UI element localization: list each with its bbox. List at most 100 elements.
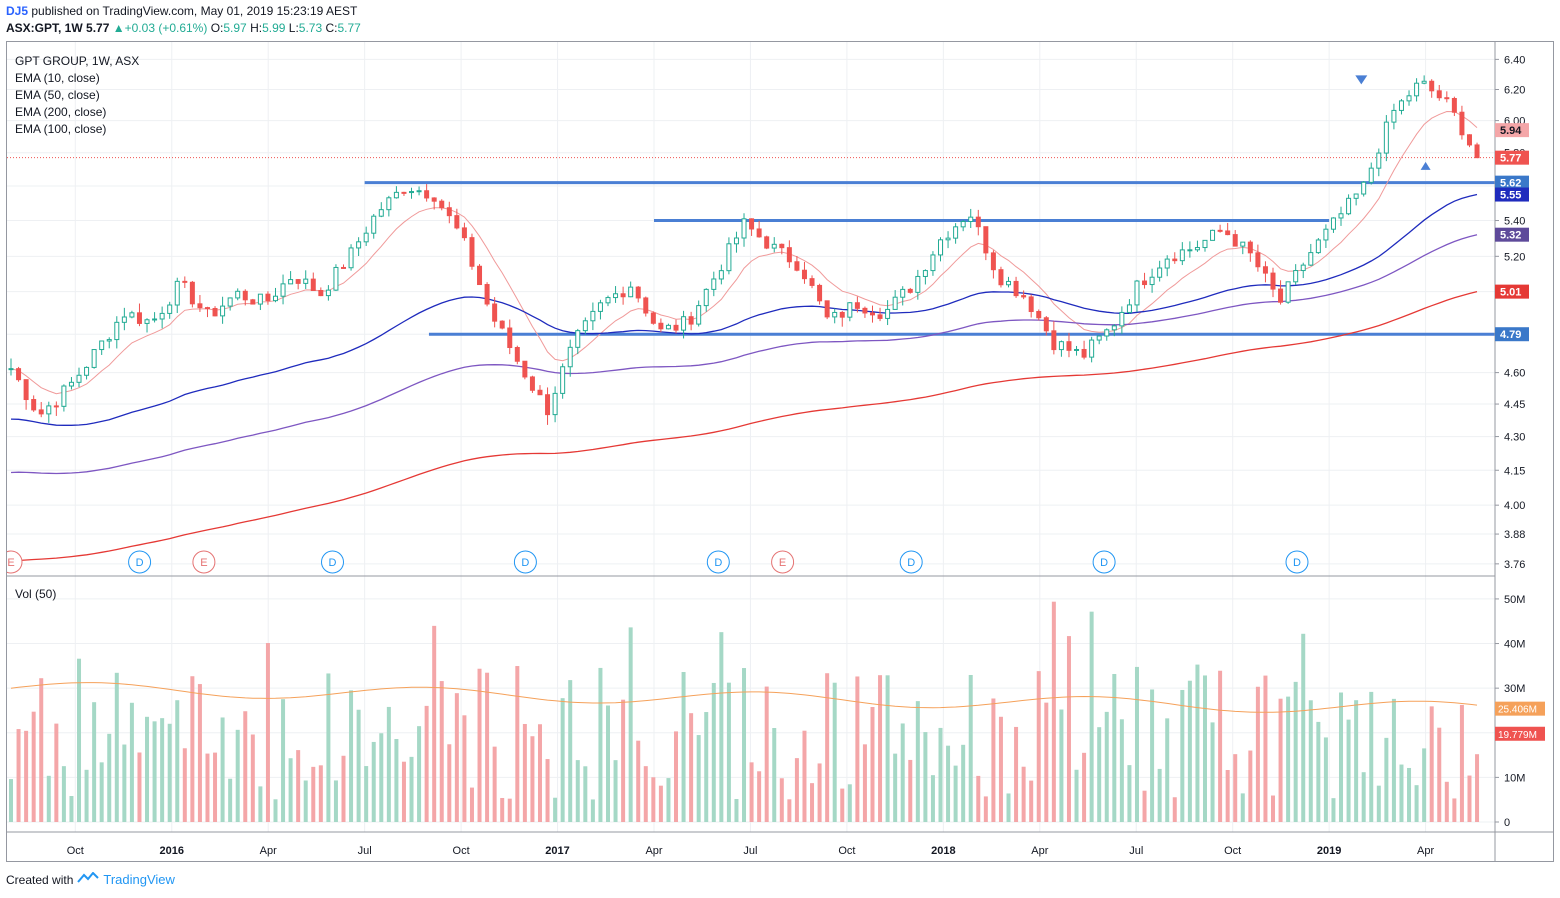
candle-body	[552, 392, 558, 416]
candle-body	[771, 243, 777, 249]
volume-bar	[628, 627, 633, 822]
volume-bar	[220, 717, 225, 822]
candle-body	[1119, 311, 1125, 327]
candle-body	[1210, 229, 1216, 241]
volume-bar	[1248, 750, 1253, 822]
candle-body	[998, 269, 1004, 286]
candle-body	[454, 215, 460, 229]
volume-bar	[1044, 702, 1049, 822]
candle-body	[575, 330, 581, 348]
candle-body	[1353, 193, 1359, 199]
volume-bars	[9, 601, 1480, 822]
price-axis-label-bg	[1495, 175, 1529, 190]
price-axis-label-bg	[1495, 227, 1529, 242]
candle-body	[514, 347, 520, 362]
earnings-event-icon	[771, 550, 795, 574]
volume-bar	[114, 672, 119, 822]
volume-bar	[983, 796, 988, 822]
author-link[interactable]: DJ5	[6, 4, 29, 18]
candle-body	[129, 312, 135, 318]
volume-bar	[424, 705, 429, 822]
candle-body	[174, 280, 180, 306]
candle-body	[1376, 152, 1382, 169]
volume-bar	[900, 723, 905, 822]
candle-body	[167, 304, 173, 314]
candle-body	[1262, 266, 1268, 274]
price-axis-label: 5.62	[1500, 178, 1521, 190]
volume-bar	[1354, 700, 1359, 822]
volume-bar	[938, 727, 943, 822]
dividend-event-icon	[899, 550, 923, 574]
candle-body	[718, 270, 724, 280]
volume-bar	[1210, 722, 1215, 822]
candle-body	[84, 366, 90, 376]
legend-ema-100: EMA (100, close)	[15, 122, 106, 136]
candle-body	[144, 319, 150, 324]
candle-body	[341, 266, 347, 269]
volume-bar	[1286, 696, 1291, 822]
open-value: 5.97	[223, 21, 247, 35]
volume-bar	[1459, 704, 1464, 822]
candle-body	[945, 237, 951, 241]
volume-ma-line	[10, 682, 1478, 713]
low-value: 5.73	[298, 21, 323, 35]
price-axis-label-bg	[1495, 150, 1529, 165]
candle-body	[1096, 335, 1102, 341]
volume-tick-label: 0	[1504, 817, 1510, 829]
volume-bar	[545, 759, 550, 822]
candle-body	[560, 366, 566, 394]
candle-body	[1142, 280, 1148, 286]
volume-bar	[590, 799, 595, 822]
volume-bar	[522, 723, 527, 822]
candle-body	[1308, 252, 1314, 266]
candle-body	[288, 279, 294, 285]
volume-bar	[658, 785, 663, 822]
earnings-event-icon	[7, 550, 23, 574]
candle-body	[733, 237, 739, 245]
volume-bar	[1467, 775, 1472, 822]
volume-bar	[749, 762, 754, 822]
candle-body	[303, 278, 309, 284]
candle-body	[839, 311, 845, 318]
volume-bar	[303, 780, 308, 822]
volume-bar	[500, 797, 505, 822]
candle-body	[673, 324, 679, 331]
candle-body	[764, 236, 770, 249]
candle-body	[1285, 281, 1291, 303]
volume-bar	[386, 706, 391, 822]
time-tick-label: Apr	[1417, 845, 1434, 857]
change-value: +0.03 (+0.61%)	[124, 21, 208, 35]
candle-body	[31, 399, 37, 411]
candle-body	[1346, 197, 1352, 215]
volume-bar	[560, 698, 565, 822]
time-tick-label: Oct	[453, 845, 470, 857]
candle-body	[696, 305, 702, 325]
tradingview-link[interactable]: TradingView	[103, 872, 175, 887]
volume-bar	[439, 681, 444, 822]
price-tick-label: 3.76	[1504, 559, 1525, 571]
candle-body	[1217, 229, 1223, 232]
candle-body	[310, 278, 316, 291]
candle-body	[650, 312, 656, 324]
chart-svg[interactable]: 6.406.206.005.805.605.405.205.014.794.60…	[7, 42, 1553, 861]
candle-body	[1126, 304, 1132, 313]
volume-bar	[1301, 633, 1306, 822]
volume-bar	[515, 666, 520, 822]
price-tick-label: 4.15	[1504, 465, 1525, 477]
candle-body	[106, 339, 112, 342]
volume-bar	[976, 775, 981, 822]
candle-body	[756, 228, 762, 238]
volume-legend: Vol (50)	[15, 587, 56, 601]
price-tick-label: 4.30	[1504, 432, 1525, 444]
candle-body	[114, 321, 120, 341]
candle-body	[272, 295, 278, 302]
candle-body	[68, 381, 74, 387]
volume-bar	[379, 733, 384, 822]
candle-body	[16, 368, 22, 381]
candle-body	[877, 314, 883, 319]
chart-frame[interactable]: 6.406.206.005.805.605.405.205.014.794.60…	[6, 41, 1554, 862]
candle-body	[741, 218, 747, 239]
volume-bar	[69, 796, 74, 822]
volume-bar	[265, 643, 270, 822]
candle-body	[953, 226, 959, 239]
